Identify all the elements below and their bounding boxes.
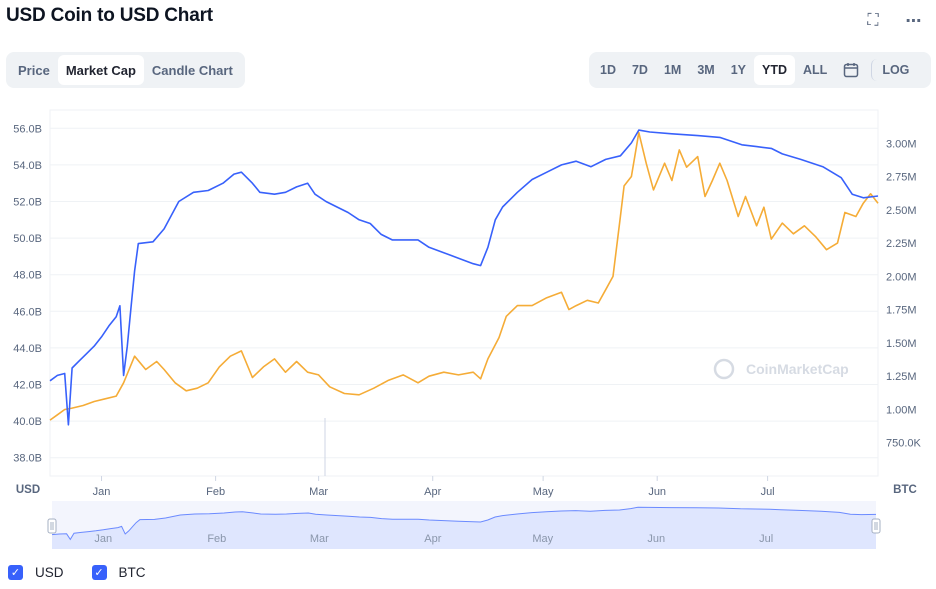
x-tick-label: May xyxy=(533,486,554,498)
x-tick-label: Feb xyxy=(206,486,225,498)
y-left-axis-label: USD xyxy=(16,484,40,496)
y-right-tick-label: 3.00M xyxy=(886,138,917,150)
y-right-axis-label: BTC xyxy=(893,484,917,496)
y-right-tick-label: 2.50M xyxy=(886,205,917,217)
y-right-tick-label: 1.50M xyxy=(886,338,917,350)
range-ytd[interactable]: YTD xyxy=(754,55,796,85)
chart-legend: ✓ USD ✓ BTC xyxy=(8,565,174,580)
x-tick-label: Apr xyxy=(424,486,441,498)
log-scale-toggle[interactable]: LOG xyxy=(871,59,917,81)
plot-area xyxy=(49,109,879,477)
market-cap-chart[interactable]: 56.0B 54.0B 52.0B 50.0B 48.0B 46.0B 44.0B 42.0B… xyxy=(0,96,936,558)
x-tick-label: Jul xyxy=(761,486,775,498)
navigator-tick-label: Apr xyxy=(424,533,441,545)
checkbox-usd[interactable]: ✓ xyxy=(8,565,23,580)
legend-item-usd[interactable]: ✓ USD xyxy=(8,565,64,580)
navigator-tick-label: Jan xyxy=(94,533,112,545)
y-right-tick-label: 2.00M xyxy=(886,271,917,283)
y-right-tick-label: 2.25M xyxy=(886,238,917,250)
tab-market-cap[interactable]: Market Cap xyxy=(57,55,144,85)
legend-label-usd: USD xyxy=(35,565,64,580)
legend-label-btc: BTC xyxy=(118,565,146,580)
y-left-tick-label: 50.0B xyxy=(13,233,42,245)
watermark: CoinMarketCap xyxy=(713,358,849,380)
x-tick-label: Jun xyxy=(648,486,666,498)
y-left-tick-label: 46.0B xyxy=(13,306,42,318)
x-tick-label: Jan xyxy=(93,486,111,498)
navigator-tick-label: Mar xyxy=(310,533,329,545)
y-right-tick-label: 1.00M xyxy=(886,404,917,416)
y-left-tick-label: 56.0B xyxy=(13,123,42,135)
y-left-tick-label: 54.0B xyxy=(13,160,42,172)
y-left-tick-label: 42.0B xyxy=(13,380,42,392)
expand-icon[interactable]: ⛶ xyxy=(867,12,879,29)
tab-price[interactable]: Price xyxy=(18,62,50,78)
y-right-tick-label: 1.25M xyxy=(886,371,917,383)
more-icon[interactable]: ⋯ xyxy=(905,13,923,30)
chart-type-tabs: Price Market Cap Candle Chart xyxy=(6,52,245,88)
page-title: USD Coin to USD Chart xyxy=(6,5,213,26)
y-left-tick-label: 48.0B xyxy=(13,270,42,282)
range-all[interactable]: ALL xyxy=(803,63,828,77)
y-left-tick-label: 38.0B xyxy=(13,453,42,465)
x-tick-label: Mar xyxy=(309,486,328,498)
range-1d[interactable]: 1D xyxy=(600,63,616,77)
y-right-tick-label: 1.75M xyxy=(886,305,917,317)
y-right-tick-label: 2.75M xyxy=(886,172,917,184)
y-left-tick-label: 44.0B xyxy=(13,343,42,355)
navigator-tick-label: Jun xyxy=(647,533,665,545)
tab-candle-chart[interactable]: Candle Chart xyxy=(151,62,233,78)
range-7d[interactable]: 7D xyxy=(631,63,648,77)
navigator-handle-right[interactable] xyxy=(871,518,881,534)
navigator-tick-label: Jul xyxy=(759,533,773,545)
checkbox-btc[interactable]: ✓ xyxy=(91,565,107,580)
watermark-text: CoinMarketCap xyxy=(746,361,849,377)
navigator-tick-label: May xyxy=(532,533,553,545)
time-range-selector: 1D 7D 1M 3M 1Y YTD ALL LOG xyxy=(589,52,931,88)
calendar-icon[interactable] xyxy=(835,55,867,85)
legend-item-btc[interactable]: ✓ BTC xyxy=(91,565,146,580)
range-3m[interactable]: 3M xyxy=(697,63,715,77)
y-right-tick-label: 750.0K xyxy=(886,438,922,450)
navigator-line xyxy=(51,506,877,541)
y-left-tick-label: 40.0B xyxy=(13,416,42,428)
range-1m[interactable]: 1M xyxy=(663,63,682,77)
navigator-handle-left[interactable] xyxy=(47,518,57,534)
series-line-usd xyxy=(49,129,879,426)
range-1y[interactable]: 1Y xyxy=(730,63,747,77)
navigator-area xyxy=(52,507,876,549)
y-left-tick-label: 52.0B xyxy=(13,197,42,209)
series-line-btc xyxy=(49,131,879,421)
navigator-tick-label: Feb xyxy=(207,533,226,545)
